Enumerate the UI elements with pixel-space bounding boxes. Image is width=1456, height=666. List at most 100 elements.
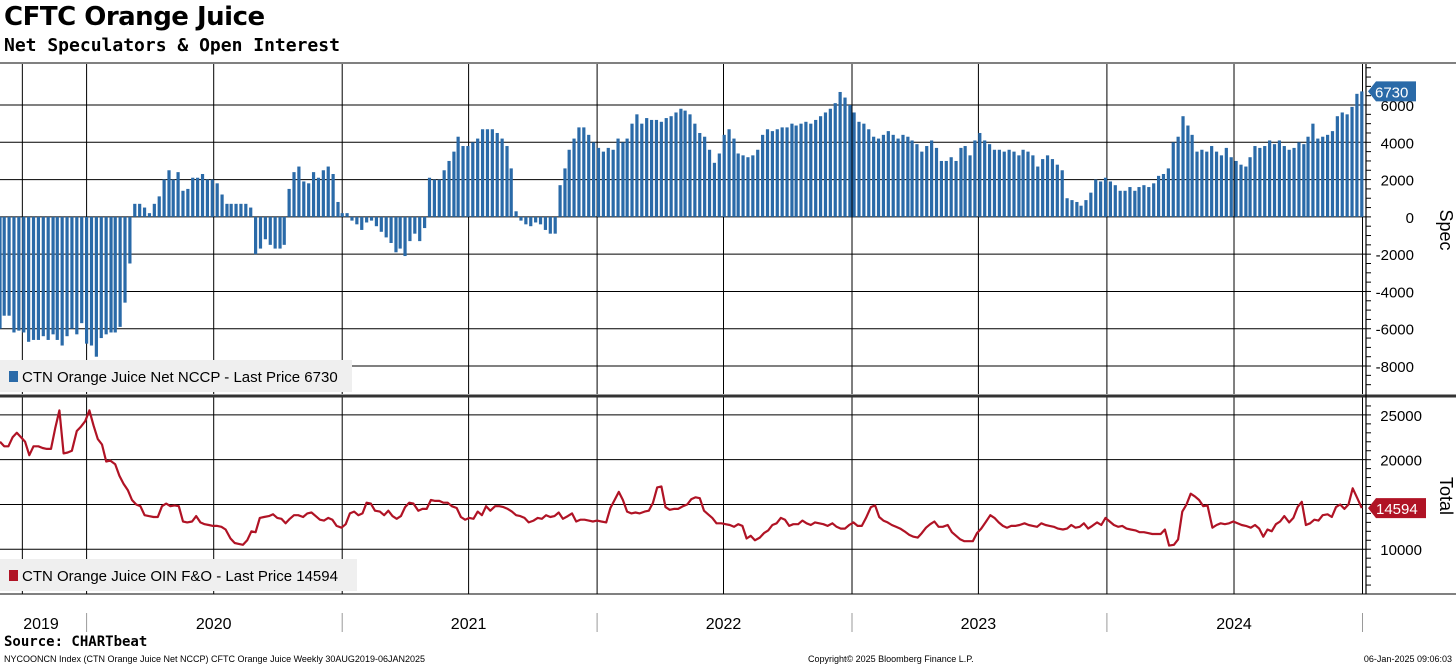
spec-bar — [1258, 147, 1262, 217]
spec-bar — [0, 216, 2, 329]
spec-bar — [1055, 164, 1059, 217]
spec-bar — [915, 144, 919, 217]
spec-legend-label: CTN Orange Juice Net NCCP - Last Price 6… — [22, 369, 338, 386]
spec-bar — [587, 134, 591, 217]
spec-bar — [963, 146, 967, 217]
spec-bar — [1253, 146, 1257, 217]
spec-bar — [1007, 149, 1011, 217]
x-year-label: 2019 — [23, 616, 59, 633]
total-y-axis: 10000150002000025000CTN Orange Juice OIN… — [0, 396, 1456, 591]
spec-bar — [1103, 177, 1108, 217]
spec-bar — [1133, 190, 1137, 217]
spec-bar — [456, 136, 460, 217]
spec-bar — [65, 216, 69, 337]
spec-bar — [1282, 146, 1286, 217]
spec-bar — [659, 121, 663, 217]
spec-bar — [534, 216, 538, 223]
spec-bar — [1219, 155, 1224, 217]
spec-bar — [389, 216, 393, 243]
spec-bar — [669, 116, 673, 217]
spec-bar — [442, 170, 446, 217]
spec-bar — [1321, 136, 1325, 217]
spec-bar — [1190, 134, 1194, 217]
spec-bar — [75, 216, 79, 335]
spec-bar — [191, 177, 195, 217]
spec-bar — [1026, 151, 1030, 217]
spec-bar — [906, 136, 910, 217]
x-year-label: 2022 — [706, 616, 742, 633]
spec-bar — [200, 174, 205, 217]
spec-bar — [292, 172, 296, 217]
spec-bar — [770, 131, 774, 217]
spec-legend-swatch — [9, 371, 18, 382]
spec-bar — [717, 153, 721, 217]
spec-bar — [548, 216, 552, 234]
spec-bar — [326, 166, 330, 217]
spec-bar — [490, 129, 494, 217]
spec-bar — [848, 105, 852, 217]
spec-bar — [794, 125, 798, 217]
spec-bar — [287, 188, 291, 217]
spec-bar — [572, 138, 576, 217]
spec-bar — [896, 138, 900, 217]
spec-bar — [1181, 116, 1185, 217]
total-last-value-tag — [1368, 498, 1426, 519]
spec-bar — [413, 216, 417, 234]
spec-bar — [765, 129, 770, 217]
y-tick-label: -2000 — [1376, 247, 1414, 264]
spec-bar — [814, 119, 818, 217]
spec-bar — [369, 216, 374, 221]
spec-bar — [959, 147, 963, 217]
spec-bar — [1302, 144, 1306, 217]
spec-bar — [1161, 174, 1166, 217]
spec-bar — [495, 132, 499, 217]
spec-bar — [452, 151, 456, 217]
spec-bar — [563, 168, 567, 217]
spec-bar — [1316, 138, 1320, 217]
spec-bar — [210, 179, 214, 217]
spec-bar — [297, 166, 301, 217]
spec-bar — [1094, 179, 1098, 217]
spec-bar — [229, 203, 233, 217]
spec-bar — [901, 134, 905, 217]
spec-bar — [249, 207, 253, 217]
spec-bar — [790, 123, 794, 217]
spec-panel-grid — [0, 64, 1366, 394]
spec-bar — [538, 216, 543, 225]
spec-bar — [978, 132, 982, 217]
spec-bar — [244, 203, 248, 217]
spec-bar — [12, 216, 16, 333]
spec-bar — [983, 140, 987, 217]
spec-bar — [621, 142, 625, 217]
spec-bar — [891, 134, 895, 217]
spec-bar — [1108, 181, 1112, 217]
spec-bar — [1060, 170, 1064, 217]
spec-bar — [196, 177, 200, 217]
y-tick-label: 6000 — [1381, 98, 1414, 115]
spec-bar — [1239, 164, 1243, 217]
spec-bar — [1292, 147, 1296, 217]
spec-bar — [1079, 205, 1083, 217]
spec-bar — [640, 123, 644, 217]
spec-bar — [311, 172, 316, 217]
spec-bar — [336, 201, 340, 217]
spec-bar — [89, 216, 94, 346]
spec-bar — [1156, 175, 1161, 217]
y-tick-label: -8000 — [1376, 359, 1414, 376]
spec-bar — [674, 112, 678, 217]
spec-bar — [616, 138, 620, 217]
spec-bar — [828, 108, 832, 217]
spec-bar — [509, 168, 513, 217]
y-tick-label: 2000 — [1381, 173, 1414, 190]
spec-bar — [939, 160, 943, 217]
spec-bar — [1311, 123, 1315, 217]
y-tick-label: 0 — [1406, 210, 1414, 227]
spec-bar — [645, 118, 649, 217]
spec-bar — [273, 216, 277, 249]
spec-bar — [761, 134, 765, 217]
spec-bar — [1075, 201, 1079, 217]
spec-bars — [0, 91, 1364, 357]
spec-bar — [920, 151, 924, 217]
spec-bar — [881, 134, 886, 217]
spec-bar — [278, 216, 282, 249]
